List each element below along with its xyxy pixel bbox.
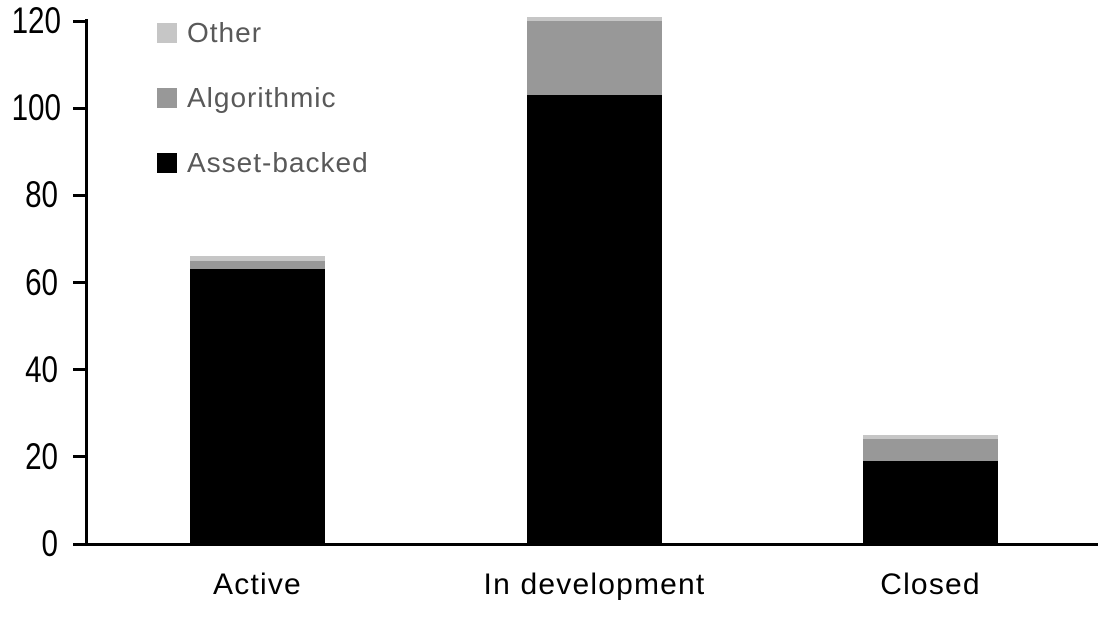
- bar-segment-asset-backed-closed: [863, 461, 998, 544]
- y-tick-mark: [73, 281, 85, 284]
- legend-swatch-asset-backed-icon: [157, 153, 177, 173]
- x-axis-line: [85, 543, 1098, 546]
- legend-item-other: Other: [157, 17, 369, 48]
- bar-segment-other-in-development: [527, 16, 662, 21]
- y-tick-mark: [73, 19, 85, 23]
- legend-item-asset-backed: Asset-backed: [157, 147, 369, 178]
- legend: Other Algorithmic Asset-backed: [157, 17, 369, 216]
- bar-segment-algorithmic-in-development: [527, 21, 662, 96]
- y-tick-mark: [73, 455, 85, 459]
- x-category-label-closed: Closed: [880, 568, 981, 601]
- bar-segment-asset-backed-active: [190, 269, 325, 544]
- y-tick-label: 80: [25, 174, 59, 216]
- y-tick-label: 60: [25, 261, 59, 303]
- bar-segment-algorithmic-active: [190, 260, 325, 270]
- y-tick-label: 0: [41, 523, 58, 564]
- y-tick-mark: [73, 106, 85, 110]
- y-tick-label: 120: [11, 0, 61, 41]
- y-tick-mark: [73, 542, 85, 546]
- y-axis-line: [85, 19, 88, 546]
- legend-item-algorithmic: Algorithmic: [157, 82, 369, 113]
- bar-segment-algorithmic-closed: [863, 439, 998, 462]
- y-tick-label: 20: [25, 435, 59, 477]
- bar-segment-asset-backed-in-development: [527, 95, 662, 544]
- y-tick-mark: [73, 368, 85, 372]
- bar-segment-other-closed: [863, 435, 998, 440]
- x-category-label-active: Active: [213, 568, 302, 601]
- y-tick-label: 100: [11, 87, 61, 129]
- legend-label: Other: [187, 17, 263, 48]
- y-tick-mark: [73, 193, 85, 197]
- y-tick-label: 40: [25, 348, 59, 390]
- legend-swatch-algorithmic-icon: [157, 88, 177, 108]
- bar-segment-other-active: [190, 256, 325, 261]
- legend-label: Asset-backed: [187, 147, 369, 178]
- x-category-label-in-development: In development: [483, 568, 706, 601]
- legend-label: Algorithmic: [187, 82, 337, 113]
- legend-swatch-other-icon: [157, 23, 177, 43]
